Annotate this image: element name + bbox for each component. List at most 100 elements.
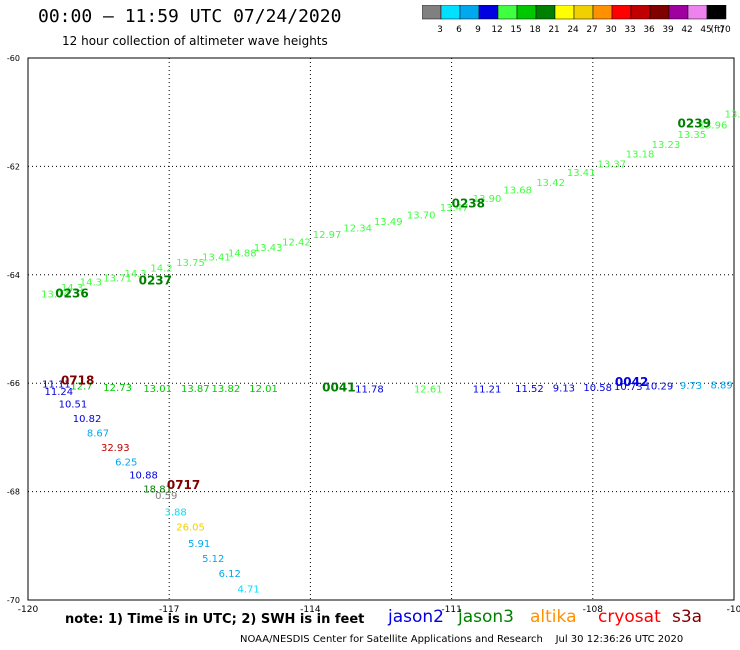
wave-height-label: 10.88 <box>129 471 158 482</box>
wave-height-label: 10.82 <box>73 414 102 425</box>
wave-height-label: 12.42 <box>282 238 311 249</box>
wave-height-label: 11.78 <box>355 384 384 395</box>
page-title: 00:00 – 11:59 UTC 07/24/2020 <box>38 6 342 27</box>
legend-s3a: s3a <box>672 607 703 627</box>
colorbar-label: 24 <box>567 25 579 35</box>
grid-lines <box>28 58 734 600</box>
wave-height-label: 13.70 <box>407 210 436 221</box>
wave-height-label: 13.41 <box>202 253 231 264</box>
wave-height-label: 13.42 <box>536 178 565 189</box>
colorbar-label: 42 <box>681 25 692 35</box>
axis-ticks: -120 -117 -114 -111 -108 -10 -60 -62 -64 -66 -68 -7… <box>7 54 740 615</box>
wave-height-label: 12.61 <box>414 384 443 395</box>
legend-altika: altika <box>530 607 577 627</box>
pass-time-label: 0717 <box>167 478 200 492</box>
x-tick-label: -111 <box>441 605 461 615</box>
wave-height-label: 13.71 <box>103 273 132 284</box>
wave-height-label: 10.73 <box>614 382 643 393</box>
colorbar-label: 30 <box>605 25 617 35</box>
wave-height-label: 13.74 <box>41 290 70 301</box>
wave-height-label: 13.49 <box>374 217 403 228</box>
colorbar-label: 9 <box>475 25 481 35</box>
wave-height-label: 26.05 <box>176 523 205 534</box>
colorbar-label: 15 <box>510 25 521 35</box>
wave-height-label: 13.68 <box>503 186 532 197</box>
wave-height-label: 13.82 <box>212 384 241 395</box>
wave-height-label: 13.23 <box>652 140 681 151</box>
x-tick-label: -108 <box>583 605 604 615</box>
wave-height-label: 11.11 <box>42 380 71 391</box>
wave-height-label: 11.24 <box>44 387 73 398</box>
pass-time-label: 0718 <box>61 373 94 387</box>
wave-height-label: 6.12 <box>219 569 241 580</box>
plot-frame <box>27 57 735 601</box>
colorbar-label: 18 <box>529 25 541 35</box>
colorbar-label: 33 <box>624 25 635 35</box>
colorbar-label: 12 <box>491 25 502 35</box>
note-text: note: 1) Time is in UTC; 2) SWH is in fe… <box>65 612 365 627</box>
wave-height-label: 14.88 <box>228 248 257 259</box>
colorbar-label: 3 <box>437 25 443 35</box>
colorbar-label: 70 <box>719 25 731 35</box>
x-tick-label: -120 <box>18 605 39 615</box>
wave-height-label: 14.3 <box>124 269 146 280</box>
wave-height-label: 13.75 <box>176 258 205 269</box>
pass-time-label: 0237 <box>139 274 172 288</box>
colorbar-legend: 3 6 9 12 15 18 21 24 27 30 33 36 39 42 45 70(ft) <box>422 5 731 35</box>
y-tick-label: -62 <box>7 162 20 171</box>
wave-height-label: 5.12 <box>202 554 224 565</box>
wave-height-label: 0.59 <box>155 491 177 502</box>
wave-height-label: 13.01 <box>143 384 172 395</box>
colorbar-unit: (ft) <box>710 25 724 35</box>
colorbar-swatch <box>706 5 727 20</box>
wave-height-label: 10.29 <box>645 382 674 393</box>
colorbar-label: 39 <box>662 25 674 35</box>
y-tick-label: -66 <box>7 379 20 388</box>
wave-height-label: 9.13 <box>553 383 575 394</box>
time-labels: 0236 0237 0238 0239 0718 0717 0041 0042 <box>55 116 711 492</box>
wave-height-label: 14.3 <box>61 283 83 294</box>
wave-height-label: 13.87 <box>181 384 210 395</box>
wave-height-label: 12.97 <box>313 230 342 241</box>
wave-height-label: 13.41 <box>567 168 596 179</box>
wave-height-label: 13.3 <box>725 110 740 121</box>
legend-cryosat: cryosat <box>598 607 661 627</box>
wave-height-label: 12.7 <box>70 382 92 393</box>
wave-height-label: 9.73 <box>680 381 702 392</box>
x-tick-label: -10 <box>727 605 740 615</box>
wave-height-label: 13.96 <box>699 120 728 131</box>
page-subtitle: 12 hour collection of altimeter wave hei… <box>62 34 328 48</box>
wave-height-label: 14.3 <box>80 278 102 289</box>
wave-height-label: 5.91 <box>188 539 210 550</box>
wave-height-label: 8.89 <box>710 381 732 392</box>
wave-height-label: 13.43 <box>254 243 283 254</box>
wave-height-label: 13.90 <box>473 194 502 205</box>
wave-height-label: 11.52 <box>515 384 544 395</box>
legend-jason2: jason2 <box>388 607 444 627</box>
wave-height-label: 13.35 <box>678 130 707 141</box>
x-tick-label: -114 <box>300 605 321 615</box>
wave-height-label: 4.71 <box>237 584 259 595</box>
pass-time-label: 0042 <box>615 375 648 389</box>
y-tick-label: -64 <box>7 271 20 280</box>
wave-height-label: 32.93 <box>101 443 130 454</box>
colorbar-label: 21 <box>548 25 559 35</box>
wave-height-label: 8.67 <box>87 428 109 439</box>
pass-time-label: 0236 <box>55 287 88 301</box>
y-tick-label: -70 <box>7 596 20 605</box>
wave-height-label: 13.37 <box>598 159 627 170</box>
wave-height-label: 14.2 <box>150 264 172 275</box>
colorbar-label: 27 <box>586 25 597 35</box>
wave-height-label: 12.34 <box>343 223 372 234</box>
wave-height-label: 12.01 <box>249 384 278 395</box>
wave-height-label: 10.58 <box>583 383 612 394</box>
colorbar-label: 6 <box>456 25 462 35</box>
wave-height-label: 18.81 <box>143 485 172 496</box>
wave-height-label: 11.21 <box>473 384 502 395</box>
legend-jason3: jason3 <box>458 607 514 627</box>
colorbar-label: 36 <box>643 25 655 35</box>
colorbar-label: 45 <box>700 25 711 35</box>
pass-time-label: 0239 <box>678 116 711 130</box>
wave-height-label: 13.18 <box>626 150 655 161</box>
